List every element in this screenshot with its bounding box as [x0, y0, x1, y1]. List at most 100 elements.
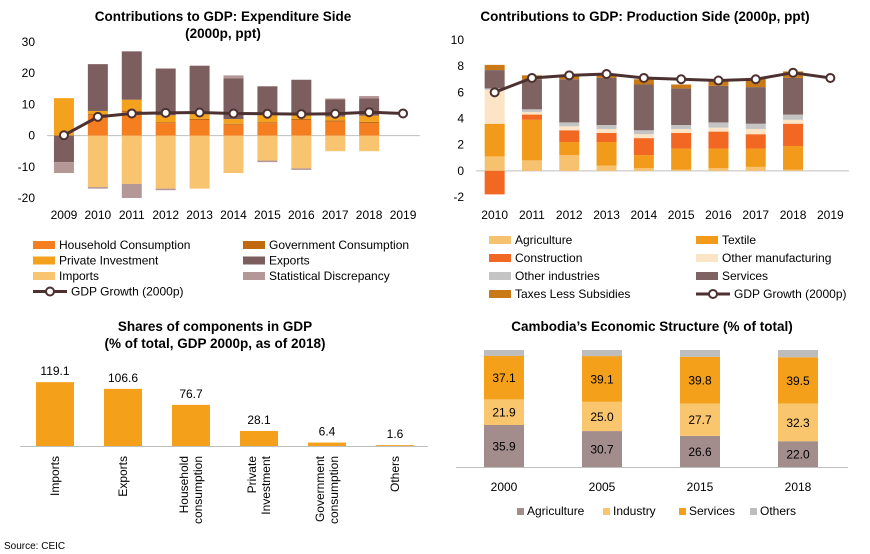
gdp-growth-point — [750, 74, 761, 85]
legend-swatch-government-consumption — [243, 241, 265, 249]
bar-other-industries — [596, 125, 617, 129]
bar-government-consumption — [155, 122, 176, 124]
bar-private-investment — [155, 115, 176, 123]
shares-subtitle: (% of total, GDP 2000p, as of 2018) — [104, 336, 325, 351]
bar-household-consumption — [172, 404, 210, 446]
bar-services — [559, 79, 580, 123]
bar-agriculture — [521, 160, 542, 171]
gdp-growth-point — [601, 69, 612, 80]
segment-label: 39.8 — [688, 374, 712, 388]
y-tick-label: 20 — [22, 66, 36, 80]
segment-label: 39.5 — [786, 374, 810, 388]
gdp-growth-point — [676, 74, 687, 85]
bar-agriculture — [484, 424, 524, 467]
bar-exports — [87, 64, 108, 111]
y-tick-label: -2 — [453, 190, 464, 204]
structure-chart: Cambodia’s Economic Structure (% of tota… — [456, 319, 848, 518]
x-tick-label: 2019 — [817, 208, 844, 222]
bar-household-consumption — [359, 123, 380, 136]
gdp-growth-point — [58, 130, 69, 141]
bar-other-manufacturing — [783, 119, 804, 124]
bar-textile — [559, 142, 580, 156]
bar-imports — [291, 135, 312, 169]
gdp-growth-point — [330, 108, 341, 119]
bar-agriculture — [778, 441, 818, 467]
bar-exports — [121, 51, 142, 100]
bar-services — [521, 79, 542, 110]
bar-others — [376, 445, 414, 446]
bar-construction — [783, 123, 804, 146]
x-tick-label: 2013 — [186, 208, 213, 222]
gdp-growth-point — [364, 107, 375, 118]
bar-imports — [155, 135, 176, 189]
category-label-line: Others — [388, 456, 402, 492]
bar-statistical-discrepancy — [223, 75, 244, 79]
value-label: 106.6 — [108, 371, 138, 385]
category-label: PrivateInvestment — [245, 455, 273, 514]
category-label: Imports — [48, 456, 62, 496]
bar-construction — [633, 138, 654, 156]
bar-textile — [633, 155, 654, 169]
legend-label-other-manufacturing: Other manufacturing — [722, 251, 831, 265]
source-note: Source: CEIC — [4, 541, 65, 552]
shares-chart: Shares of components in GDP (% of total,… — [20, 319, 428, 524]
bar-exports — [104, 388, 142, 446]
legend-swatch-textile — [696, 236, 718, 244]
legend-swatch-exports — [243, 256, 265, 265]
legend-swatch-household-consumption — [33, 241, 55, 249]
bar-exports — [53, 135, 74, 163]
bar-industry — [680, 403, 720, 436]
segment-label: 39.1 — [590, 372, 614, 386]
bar-agriculture — [582, 431, 622, 467]
bar-construction — [559, 130, 580, 143]
bar-government-consumption — [359, 121, 380, 124]
x-tick-label: 2010 — [481, 208, 508, 222]
bar-agriculture — [783, 169, 804, 171]
gdp-growth-point — [296, 109, 307, 120]
legend-swatch-agriculture — [489, 236, 511, 244]
x-tick-label: 2000 — [491, 480, 518, 494]
legend-line-marker — [45, 286, 55, 297]
bar-other-manufacturing — [559, 126, 580, 131]
bar-services — [708, 85, 729, 123]
bar-other-manufacturing — [745, 128, 766, 135]
bar-other-manufacturing — [484, 89, 505, 124]
y-tick-label: 0 — [457, 164, 464, 178]
x-tick-label: 2018 — [780, 208, 807, 222]
gdp-growth-point — [489, 87, 500, 98]
bar-textile — [521, 119, 542, 161]
bar-industry — [484, 399, 524, 425]
category-label-line: Investment — [259, 455, 273, 514]
bar-construction — [521, 114, 542, 120]
legend-label-statistical-discrepancy: Statistical Discrepancy — [269, 269, 390, 283]
bar-government-consumption — [308, 442, 346, 446]
bar-agriculture — [708, 168, 729, 171]
y-tick-label: 10 — [22, 97, 36, 111]
legend-label-agriculture: Agriculture — [527, 504, 585, 518]
bar-imports — [359, 135, 380, 152]
bar-household-consumption — [189, 120, 210, 136]
x-tick-label: 2011 — [519, 208, 545, 222]
category-label-line: Government — [313, 455, 327, 522]
bar-others — [680, 350, 720, 357]
category-label: Others — [388, 456, 402, 492]
bar-household-consumption — [257, 123, 278, 136]
bar-private-investment — [240, 430, 278, 446]
bar-taxes-less-subsidies — [671, 84, 692, 89]
legend-label-gdp-growth-2000p: GDP Growth (2000p) — [71, 285, 184, 299]
bar-government-consumption — [223, 123, 244, 125]
category-label-line: Private — [245, 456, 259, 494]
x-tick-label: 2015 — [687, 480, 714, 494]
bar-construction — [596, 132, 617, 143]
y-tick-label: 4 — [457, 112, 464, 126]
gdp-growth-point — [92, 111, 103, 122]
category-label-line: consumption — [327, 456, 341, 524]
y-tick-label: 10 — [451, 33, 465, 47]
production-legend: Agriculture Textile Construction Other manu… — [489, 233, 847, 301]
legend-label-industry: Industry — [613, 504, 656, 518]
bar-construction — [745, 134, 766, 149]
bar-other-manufacturing — [521, 111, 542, 115]
category-label-line: consumption — [191, 456, 205, 524]
legend-swatch-imports — [33, 272, 55, 280]
bar-imports — [257, 135, 278, 161]
